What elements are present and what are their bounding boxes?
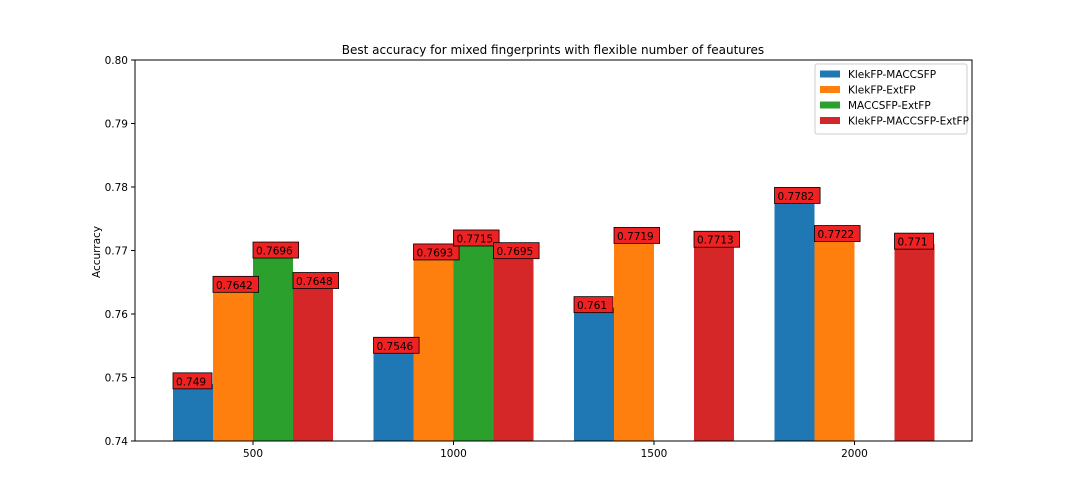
bar <box>293 283 333 441</box>
x-tick-label: 2000 <box>841 448 868 460</box>
bar <box>413 254 454 441</box>
bar <box>814 236 855 441</box>
data-label: 0.7782 <box>778 191 815 203</box>
data-label-box <box>613 227 660 244</box>
data-label: 0.7648 <box>296 276 333 288</box>
data-label: 0.7695 <box>497 246 534 258</box>
data-label-box <box>413 243 460 261</box>
legend-swatch <box>820 70 840 78</box>
y-tick-label: 0.80 <box>105 55 128 67</box>
data-label-box <box>172 372 213 390</box>
y-tick-label: 0.78 <box>105 182 128 194</box>
data-label-box <box>573 296 614 314</box>
legend-entry: KlekFP-MACCSFP <box>848 69 936 81</box>
legend-entry: MACCSFP-ExtFP <box>848 100 931 112</box>
data-label: 0.7719 <box>617 231 654 243</box>
data-label: 0.7696 <box>256 246 293 258</box>
data-label-box <box>774 187 821 204</box>
y-tick-label: 0.74 <box>105 436 129 448</box>
chart-title: Best accuracy for mixed fingerprints wit… <box>342 43 764 57</box>
plot-frame <box>134 59 973 442</box>
bar <box>894 244 935 441</box>
bar <box>253 253 293 441</box>
data-label: 0.749 <box>176 376 206 388</box>
bar <box>173 383 213 441</box>
data-label-box <box>373 336 420 354</box>
legend-swatch <box>820 101 840 109</box>
data-label: 0.7713 <box>697 235 734 247</box>
legend-entry: KlekFP-MACCSFP-ExtFP <box>848 116 969 128</box>
bar <box>774 198 815 441</box>
bar <box>574 307 614 441</box>
y-axis-ticks: 0.74 0.75 0.76 0.77 0.78 0.79 0.80 <box>105 55 135 448</box>
x-tick-label: 1000 <box>440 448 467 460</box>
data-label: 0.7642 <box>216 280 253 292</box>
legend-swatch <box>820 86 840 93</box>
data-label: 0.7693 <box>417 247 454 259</box>
data-label-box <box>212 275 259 293</box>
y-tick-label: 0.75 <box>105 373 128 385</box>
bar <box>373 348 414 441</box>
data-label-box <box>894 232 934 250</box>
data-label: 0.7715 <box>457 233 494 245</box>
bar <box>694 242 734 441</box>
y-tick-label: 0.79 <box>105 119 128 131</box>
y-tick-label: 0.77 <box>105 246 128 258</box>
data-label-box <box>453 229 500 247</box>
legend-box <box>814 63 968 135</box>
data-label: 0.761 <box>577 300 607 312</box>
x-axis-ticks: 500 1000 1500 2000 <box>243 441 868 460</box>
x-tick-label: 500 <box>243 448 263 460</box>
bar <box>614 238 654 441</box>
legend-swatch <box>820 117 840 124</box>
data-label: 0.7546 <box>377 341 414 353</box>
legend: KlekFP-MACCSFP KlekFP-ExtFP MACCSFP-ExtFP K… <box>814 63 969 135</box>
y-tick-label: 0.76 <box>105 309 129 321</box>
bar <box>213 287 253 441</box>
data-label-box <box>493 242 540 260</box>
data-label-box <box>292 272 339 289</box>
bars-layer <box>173 198 935 441</box>
data-label-box <box>814 225 861 242</box>
data-label-box <box>252 241 299 259</box>
bar <box>453 240 494 441</box>
legend-entry: KlekFP-ExtFP <box>848 85 916 97</box>
x-tick-label: 1500 <box>641 448 668 460</box>
data-label-box <box>693 230 740 248</box>
data-labels-layer: 0.7490.76420.76960.76480.75460.76930.771… <box>172 187 934 390</box>
data-label: 0.7722 <box>818 229 855 241</box>
y-axis-label: Accurracy <box>91 226 103 278</box>
data-label: 0.771 <box>898 237 928 249</box>
bar <box>493 253 534 441</box>
